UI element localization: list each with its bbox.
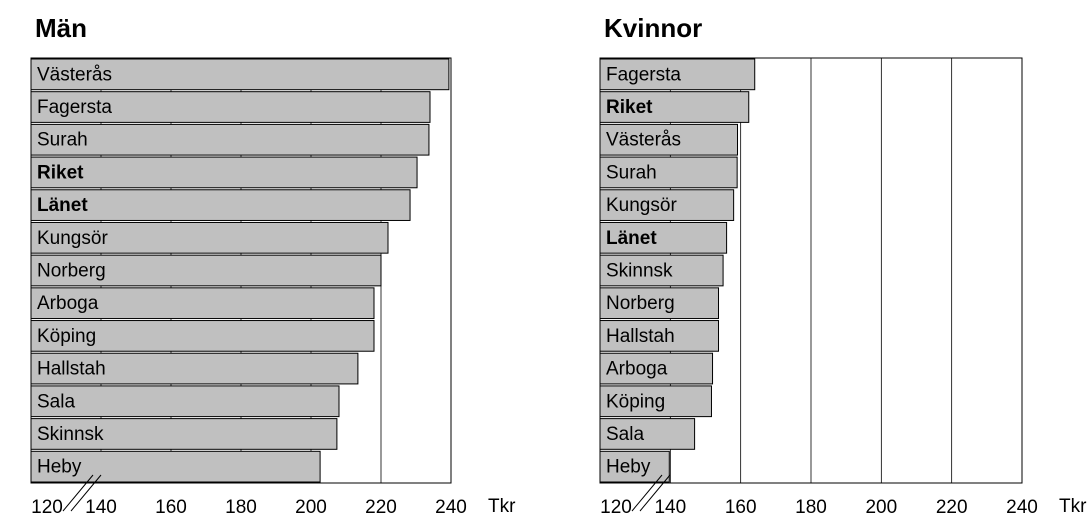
bar [599,418,696,450]
bar [30,123,430,156]
x-tick-label: 220 [365,497,397,518]
category-label: Arboga [606,359,668,380]
category-label: Skinnsk [606,261,673,282]
x-tick-label: 140 [654,497,686,518]
x-tick-label: 120 [600,497,632,518]
bar [30,418,338,450]
bar [599,320,720,352]
category-label: Kungsör [606,195,677,216]
category-label: Fagersta [37,97,112,118]
x-tick-label: 180 [225,497,257,518]
x-tick-label: 220 [936,497,968,518]
category-label: Norberg [606,293,675,314]
category-label: Surah [37,130,88,151]
bar [599,254,724,287]
axis-break [639,474,671,512]
x-tick-label: 120 [31,497,63,518]
chart-title: Män [35,13,87,43]
category-label: Västerås [606,130,681,151]
bar [599,189,735,221]
category-label: Sala [37,391,75,412]
bar [599,91,750,123]
chart-title: Kvinnor [604,13,702,43]
bar [599,123,739,156]
x-unit: Tkr [1059,496,1087,517]
x-tick-label: 240 [435,497,467,518]
axis-break [62,474,94,512]
category-label: Sala [606,424,644,445]
category-label: Surah [606,162,657,183]
x-tick-label: 180 [795,497,827,518]
category-label: Hallstah [606,326,675,347]
x-tick-label: 140 [85,497,117,518]
bar [30,320,375,352]
bar [30,352,359,385]
bar [30,385,340,418]
axis-break [70,474,102,512]
category-label: Hallstah [37,359,106,380]
category-label: Skinnsk [37,424,104,445]
x-tick-label: 160 [725,497,757,518]
bar [599,450,670,483]
bar [30,156,418,189]
bar [599,352,714,385]
bar [599,287,720,320]
bar [30,254,382,287]
bar [30,221,389,254]
x-tick-label: 200 [865,497,897,518]
category-label: Köping [37,326,96,347]
bar [30,450,321,483]
category-label: Riket [37,162,84,183]
category-label: Arboga [37,293,99,314]
bar [599,156,738,189]
category-label: Länet [606,228,657,249]
x-tick-label: 160 [155,497,187,518]
bar [30,58,450,91]
axis-break [631,474,663,512]
category-label: Riket [606,97,653,118]
bar [30,189,411,221]
category-label: Norberg [37,261,106,282]
category-label: Köping [606,391,665,412]
bar [30,91,431,123]
x-unit: Tkr [488,496,516,517]
category-label: Västerås [37,64,112,85]
bar [599,58,756,91]
category-label: Fagersta [606,64,681,85]
category-label: Heby [606,457,651,478]
category-label: Länet [37,195,88,216]
bar [599,221,728,254]
category-label: Kungsör [37,228,108,249]
x-tick-label: 200 [295,497,327,518]
category-label: Heby [37,457,82,478]
x-tick-label: 240 [1006,497,1038,518]
bar [30,287,375,320]
bar [599,385,712,418]
